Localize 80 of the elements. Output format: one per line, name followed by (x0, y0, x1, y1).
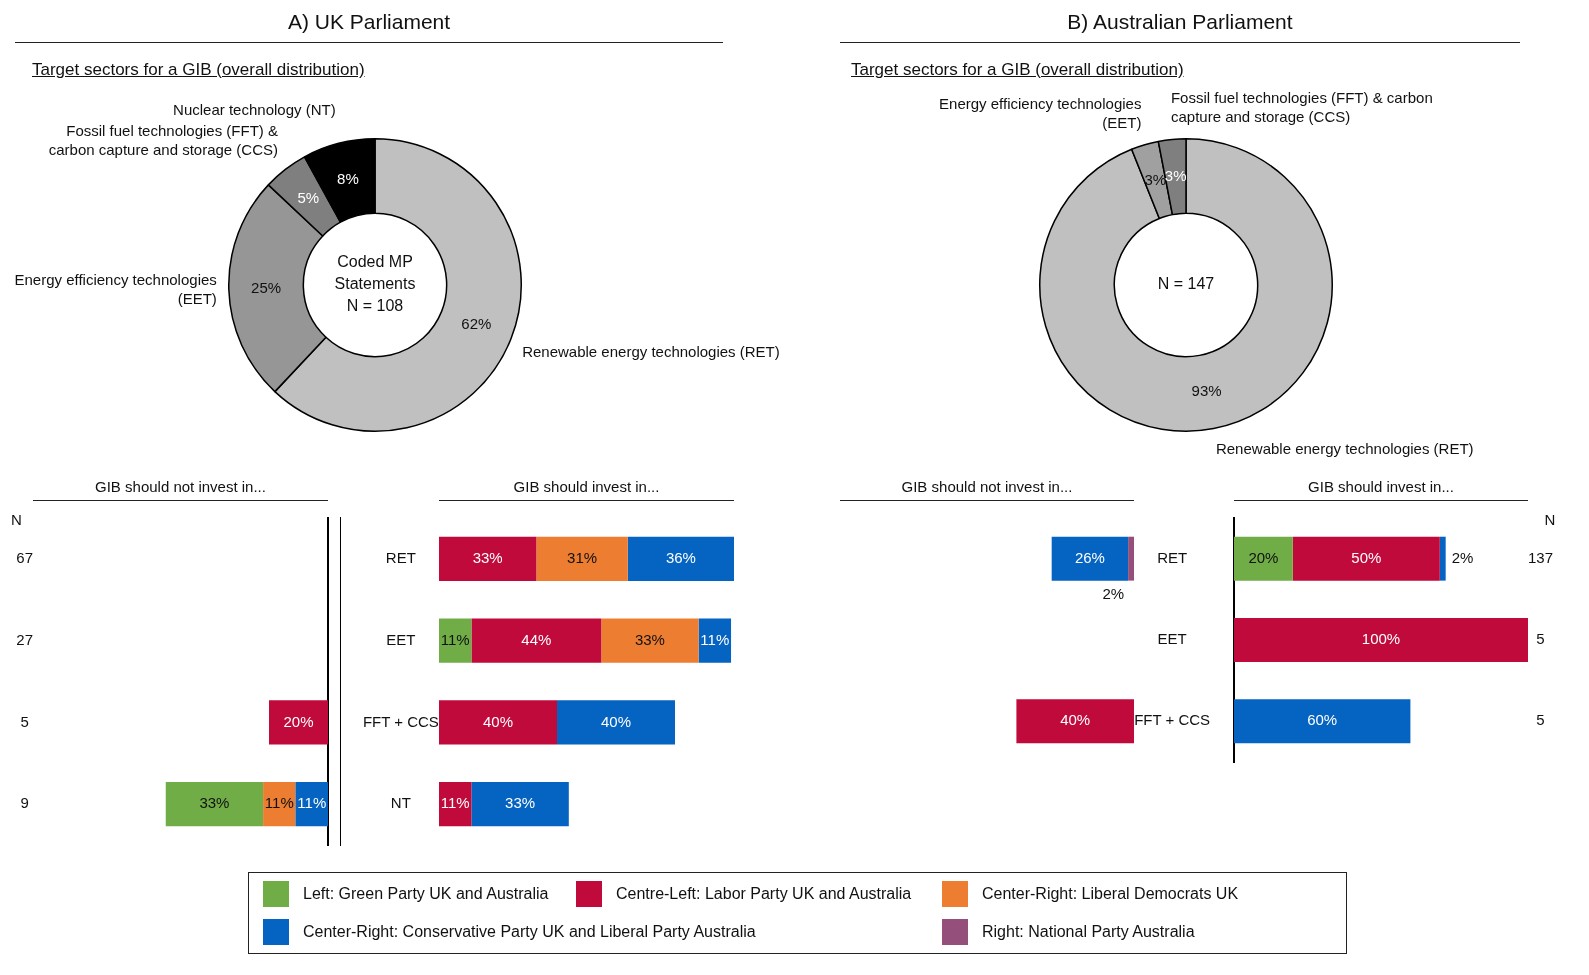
data-label: 50% (1351, 548, 1382, 566)
data-label: 33% (505, 794, 536, 812)
bar (1292, 536, 1440, 581)
chart-subtitle: Target sectors for a GIB (overall distribution) (32, 60, 365, 80)
data-label: 31% (567, 549, 598, 567)
data-label: 2% (1102, 584, 1125, 602)
bar (1439, 536, 1446, 581)
data-label: 62% (461, 315, 492, 333)
data-label: 44% (521, 630, 552, 648)
data-label: 33% (472, 549, 503, 567)
legend-label: Left: Green Party UK and Australia (303, 885, 549, 903)
chart-title: GIB should not invest in... (33, 478, 328, 501)
data-label: 11% (264, 794, 294, 812)
y-tick-label: RET (1157, 548, 1188, 566)
data-label: 20% (283, 712, 314, 730)
y-tick-label: FFT + CCS (1134, 711, 1211, 729)
y-tick-label: NT (390, 794, 411, 812)
bar (471, 782, 569, 827)
data-label: 33% (199, 794, 230, 812)
data-label: 26% (1074, 548, 1105, 566)
data-label: 93% (1191, 382, 1222, 400)
slice-label: Nuclear technology (NT) (173, 100, 336, 118)
bar (601, 618, 699, 663)
chart-title: B) Australian Parliament (840, 10, 1520, 43)
slice-label: Fossil fuel technologies (FFT) & carbon capture and storage (CCS) (1170, 89, 1433, 126)
chart-subtitle: Target sectors for a GIB (overall distribution) (851, 60, 1184, 80)
bar (557, 700, 675, 745)
data-label: 40% (1060, 711, 1091, 729)
bar (439, 536, 537, 581)
y-tick-label: 27 (16, 630, 33, 648)
data-label: 40% (600, 712, 632, 730)
data-label: 8% (337, 169, 359, 187)
text: N = 108 (346, 297, 404, 315)
data-label: 5% (297, 189, 320, 207)
text: Coded MP Statements (334, 253, 416, 293)
bar (1234, 699, 1411, 744)
y-tick-label: EET (386, 630, 416, 648)
data-label: 11% (297, 794, 327, 812)
slice-label: Energy efficiency technologies (EET) (939, 94, 1142, 131)
slice-label: Fossil fuel technologies (FFT) & carbon capture and storage (CCS) (48, 121, 279, 158)
y-tick-label: 67 (16, 549, 33, 567)
y-tick-label: 9 (20, 794, 29, 812)
data-label: 11% (440, 630, 470, 648)
data-label: 33% (634, 630, 665, 648)
bar (471, 618, 602, 663)
data-label: 40% (482, 712, 514, 730)
y-axis-title: N (11, 511, 22, 529)
y-tick-label: 5 (1536, 630, 1545, 648)
data-label: 20% (1248, 548, 1279, 566)
y-tick-label: FFT + CCS (362, 712, 439, 730)
bar (1234, 618, 1528, 662)
y-tick-label: RET (385, 549, 416, 567)
bar (1234, 536, 1293, 581)
legend-label: Center-Right: Liberal Democrats UK (982, 885, 1239, 903)
data-label: 100% (1361, 630, 1401, 648)
bar (627, 536, 734, 581)
slice-label: Renewable energy technologies (RET) (1215, 440, 1474, 458)
data-label: 2% (1451, 548, 1474, 566)
slice-label: Energy efficiency technologies (EET) (14, 270, 217, 307)
y-axis-title: N (1544, 511, 1556, 529)
y-tick-label: 137 (1528, 548, 1554, 566)
slice-label: Renewable energy technologies (RET) (522, 342, 780, 360)
data-label: 25% (251, 278, 282, 296)
legend-label: Right: National Party Australia (982, 923, 1195, 941)
bar (439, 700, 557, 745)
data-label: 11% (440, 794, 470, 812)
chart-title: GIB should not invest in... (840, 478, 1134, 501)
chart-title: GIB should invest in... (1234, 478, 1528, 501)
y-tick-label: 5 (1536, 711, 1545, 729)
data-label: 36% (665, 549, 696, 567)
bar (536, 536, 628, 581)
chart-title: A) UK Parliament (15, 10, 723, 43)
chart-title: GIB should invest in... (439, 478, 734, 501)
y-tick-label: 5 (20, 712, 29, 730)
data-label: 60% (1307, 711, 1338, 729)
text: N = 147 (1157, 275, 1215, 293)
legend-label: Center-Right: Conservative Party UK and Liberal Party Australia (303, 923, 756, 941)
y-tick-label: EET (1157, 630, 1187, 648)
data-label: 11% (700, 630, 730, 648)
legend-label: Centre-Left: Labor Party UK and Australia (616, 885, 912, 903)
